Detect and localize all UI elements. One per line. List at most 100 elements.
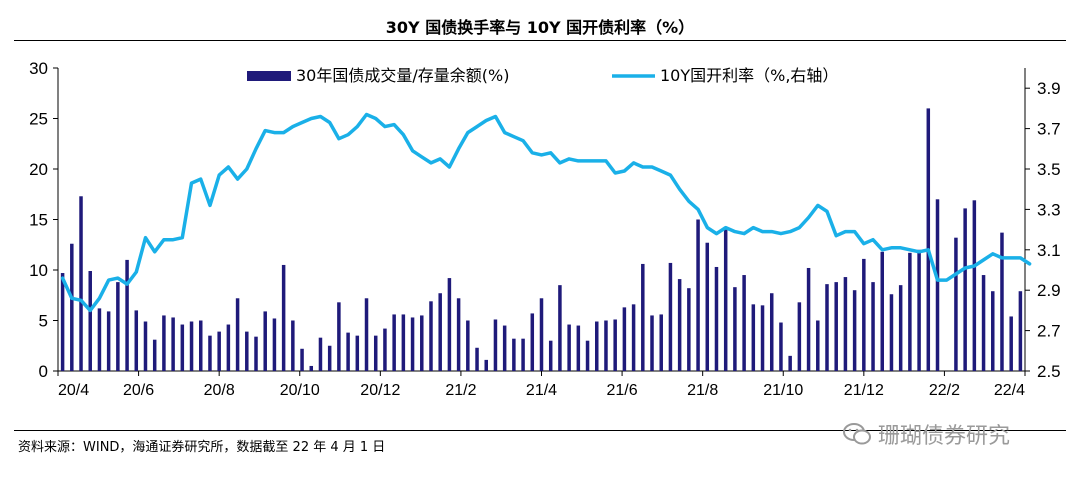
bar-turnover — [1018, 291, 1023, 371]
x-tick-label: 20/6 — [123, 382, 154, 399]
bar-turnover — [604, 320, 608, 371]
bar-turnover — [189, 321, 194, 371]
bar-turnover — [631, 304, 636, 371]
bar-turnover — [337, 302, 341, 371]
bar-turnover — [816, 320, 820, 371]
watermark: 珊瑚债券研究 — [842, 418, 1010, 450]
bar-turnover — [548, 340, 553, 371]
bar-turnover — [622, 307, 627, 371]
bar-turnover — [760, 305, 765, 371]
bar-turnover — [125, 259, 129, 371]
bar-turnover — [1009, 316, 1013, 371]
bar-turnover — [834, 282, 838, 371]
bar-turnover — [346, 332, 350, 371]
bar-turnover — [880, 251, 885, 371]
bar-turnover — [263, 311, 267, 371]
bar-turnover — [429, 301, 433, 371]
bar-turnover — [595, 321, 599, 371]
x-tick-label: 21/2 — [445, 382, 476, 399]
bar-turnover — [908, 252, 912, 371]
x-tick-label: 22/4 — [994, 382, 1025, 399]
bar-turnover — [235, 298, 240, 371]
bar-turnover — [512, 338, 516, 371]
bar-turnover — [171, 317, 175, 371]
bar-turnover — [60, 273, 65, 371]
bar-turnover — [217, 331, 221, 371]
bar-turnover — [152, 339, 157, 371]
chart-title: 30Y 国债换手率与 10Y 国开债利率（%） — [385, 18, 695, 37]
bar-turnover — [420, 315, 424, 371]
x-tick-label: 21/12 — [844, 382, 884, 399]
bar-turnover — [613, 319, 617, 371]
bar-turnover — [364, 298, 369, 371]
bar-turnover — [143, 321, 148, 371]
y-right-tick-label: 2.5 — [1037, 362, 1061, 381]
bar-turnover — [438, 293, 442, 371]
bar-turnover — [106, 311, 111, 371]
bar-turnover — [309, 365, 314, 371]
y-right-tick-label: 3.9 — [1037, 79, 1061, 98]
bar-turnover — [714, 266, 719, 371]
y-left-tick-label: 20 — [29, 160, 48, 179]
bar-turnover — [97, 308, 102, 371]
bar-turnover — [383, 328, 387, 371]
bar-turnover — [558, 285, 562, 371]
bar-turnover — [245, 331, 249, 371]
x-tick-label: 21/8 — [687, 382, 718, 399]
bar-turnover — [272, 318, 277, 371]
bar-turnover — [327, 345, 332, 371]
bar-turnover — [502, 325, 507, 371]
source-note: 资料来源：WIND，海通证券研究所，数据截至 22 年 4 月 1 日 — [18, 440, 386, 455]
legend-line-label: 10Y国开利率（%,右轴） — [660, 66, 838, 85]
y-left-tick-label: 30 — [29, 59, 48, 78]
x-tick-label: 20/4 — [58, 382, 89, 399]
source-rule — [14, 430, 1066, 431]
y-left-tick-label: 25 — [29, 110, 48, 129]
bar-turnover — [410, 317, 415, 371]
bar-turnover — [585, 340, 590, 371]
x-tick-label: 21/10 — [763, 382, 803, 399]
x-tick-label: 21/4 — [526, 382, 557, 399]
bar-turnover — [475, 347, 479, 371]
x-tick-label: 20/8 — [204, 382, 235, 399]
y-right-tick-label: 3.7 — [1037, 120, 1061, 139]
bar-turnover — [733, 287, 737, 371]
bar-turnover — [991, 291, 995, 371]
bar-turnover — [687, 288, 691, 371]
bar-turnover — [926, 108, 931, 372]
bar-turnover — [972, 200, 977, 371]
bar-turnover — [539, 298, 544, 371]
bar-turnover — [751, 304, 756, 371]
bar-turnover — [963, 208, 967, 371]
bar-turnover — [456, 298, 461, 371]
bar-turnover — [917, 249, 921, 371]
bar-turnover — [954, 237, 958, 371]
watermark-text: 珊瑚债券研究 — [878, 424, 1011, 449]
y-left-tick-label: 10 — [29, 261, 48, 280]
bar-turnover — [373, 335, 378, 371]
bar-turnover — [898, 285, 903, 371]
bar-turnover — [493, 319, 498, 371]
bar-turnover — [134, 310, 139, 371]
y-left-tick-label: 15 — [29, 211, 48, 230]
bar-turnover — [862, 258, 866, 371]
bar-turnover — [723, 226, 728, 371]
y-right-tick-label: 3.1 — [1037, 241, 1061, 260]
bar-turnover — [788, 355, 792, 371]
bar-turnover — [355, 335, 360, 371]
bar-turnover — [318, 337, 323, 371]
bar-turnover — [576, 325, 581, 371]
bar-turnover — [641, 263, 645, 371]
bar-turnover — [300, 348, 304, 371]
bar-turnover — [291, 320, 295, 371]
bar-turnover — [198, 320, 203, 371]
bar-turnover — [742, 275, 746, 371]
bar-turnover — [843, 277, 848, 371]
bar-turnover — [668, 262, 673, 371]
x-tick-label: 21/6 — [607, 382, 638, 399]
bar-turnover — [567, 324, 571, 371]
bar-turnover — [208, 335, 212, 371]
bar-turnover — [650, 315, 654, 371]
bar-turnover — [226, 324, 231, 371]
